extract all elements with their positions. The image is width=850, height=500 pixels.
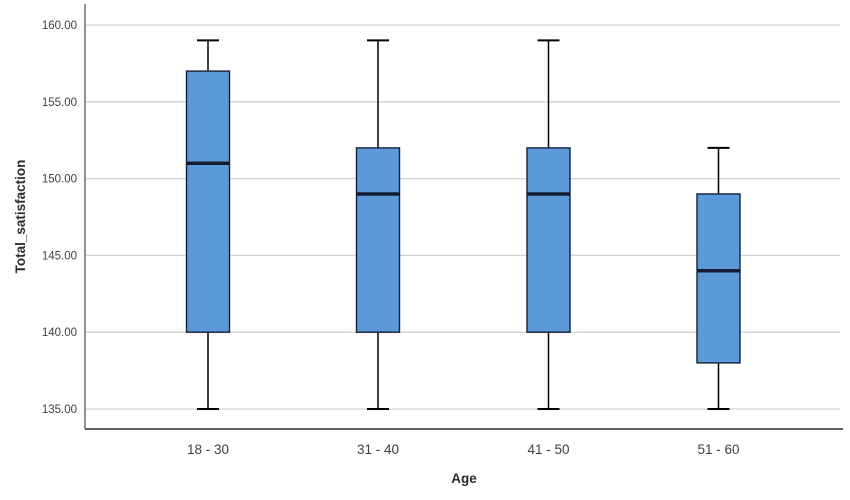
x-tick-label: 18 - 30 <box>187 442 229 457</box>
boxplot-box <box>185 70 231 333</box>
boxplot-box <box>696 193 741 364</box>
y-tick-label: 140.00 <box>42 327 77 339</box>
y-tick-label: 150.00 <box>42 174 77 186</box>
x-tick-label: 41 - 50 <box>527 442 569 457</box>
x-tick-label: 31 - 40 <box>357 442 399 457</box>
x-axis-title: Age <box>451 471 477 486</box>
boxplot-box <box>355 147 401 333</box>
y-tick-label: 160.00 <box>42 20 77 32</box>
y-axis-title: Total_satisfaction <box>13 160 28 274</box>
y-tick-label: 145.00 <box>42 250 77 262</box>
boxplot-box <box>526 147 571 333</box>
x-tick-label: 51 - 60 <box>697 442 739 457</box>
y-tick-label: 135.00 <box>42 404 77 416</box>
y-tick-label: 155.00 <box>42 97 77 109</box>
